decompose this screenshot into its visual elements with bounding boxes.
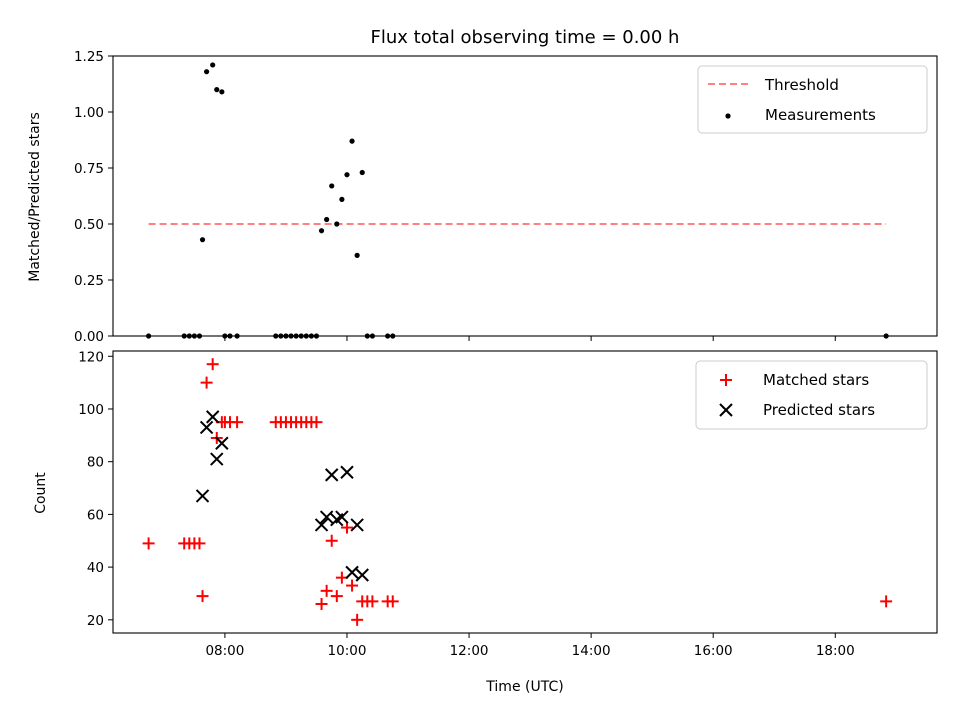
matched-stars-point <box>366 595 379 608</box>
predicted-stars-point <box>210 452 224 466</box>
measurement-point <box>339 196 345 202</box>
bottom-plot-area: 20 40 60 80 100 120 08:00 10:00 12:00 14:00 16:00 1… <box>78 349 893 659</box>
matched-stars-point <box>320 584 333 597</box>
x-axis-label: Time (UTC) <box>485 679 563 695</box>
measurement-point <box>199 237 206 243</box>
measurement-point <box>219 89 225 95</box>
top-y-axis-label: Matched/Predicted stars <box>27 112 43 282</box>
matched-stars-point <box>231 416 244 429</box>
predicted-stars-point <box>314 518 329 532</box>
predicted-stars-point <box>195 489 210 503</box>
top-y-tick-label: 0.75 <box>74 161 104 177</box>
predicted-stars-point <box>215 436 229 450</box>
predicted-stars-point <box>199 420 214 435</box>
top-y-tick-label: 0.00 <box>74 329 104 345</box>
predicted-stars-point <box>355 568 369 582</box>
top-y-tick-label: 1.00 <box>74 105 104 121</box>
bottom-y-tick-label: 40 <box>87 560 104 576</box>
measurement-point <box>344 172 350 178</box>
top-y-tick-label: 0.50 <box>74 217 104 233</box>
measurement-point <box>354 252 360 258</box>
predicted-stars-point <box>340 465 354 479</box>
bottom-y-tick-label: 100 <box>78 402 104 418</box>
bottom-x-tick-label: 08:00 <box>205 643 244 659</box>
measurement-point <box>349 138 355 144</box>
top-y-tick-label: 0.25 <box>74 273 104 289</box>
matched-legend-marker <box>720 374 732 386</box>
threshold-legend-label: Threshold <box>764 76 839 94</box>
matched-stars-point <box>310 416 323 429</box>
matched-stars-point <box>351 613 364 626</box>
top-y-tick-label: 1.25 <box>74 49 104 65</box>
matched-stars-point <box>196 590 209 603</box>
predicted-stars-point <box>319 510 334 524</box>
bottom-y-tick-label: 20 <box>87 613 104 629</box>
measurement-point <box>324 216 330 223</box>
matched-stars-point <box>315 598 328 611</box>
bottom-x-tick-label: 12:00 <box>450 643 489 659</box>
measurement-point <box>359 169 365 176</box>
measurement-point <box>318 228 325 234</box>
measurements-legend-marker <box>725 113 731 119</box>
bottom-x-tick-label: 14:00 <box>572 643 611 659</box>
top-legend-box <box>697 65 928 134</box>
bottom-panel: Count Time (UTC) 20 40 60 80 100 120 08:00 10:0… <box>33 349 938 695</box>
bottom-axes-frame <box>112 350 938 634</box>
bottom-legend-box <box>695 360 928 430</box>
matched-stars-point <box>880 595 893 608</box>
predicted-stars-point <box>345 565 359 580</box>
measurement-point <box>214 87 220 93</box>
matched-stars-point <box>346 579 359 592</box>
bottom-legend: Matched stars Predicted stars <box>695 360 928 430</box>
matched-stars-point <box>206 358 219 371</box>
matched-stars-point <box>340 521 353 534</box>
top-panel: Flux total observing time = 0.00 h Match… <box>27 27 938 345</box>
bottom-y-tick-label: 60 <box>87 507 104 523</box>
top-legend: Threshold Measurements <box>697 65 928 134</box>
measurement-point <box>203 69 210 75</box>
predicted-stars-point <box>350 518 364 532</box>
predicted-stars-point <box>335 510 349 524</box>
measurements-legend-label: Measurements <box>765 106 876 124</box>
matched-stars-point <box>386 595 399 608</box>
chart-title: Flux total observing time = 0.00 h <box>371 27 680 48</box>
predicted-legend-label: Predicted stars <box>763 401 875 419</box>
matched-stars-point <box>200 376 213 389</box>
bottom-y-tick-label: 120 <box>78 349 104 365</box>
measurement-point <box>329 183 335 189</box>
predicted-legend-marker <box>719 403 733 417</box>
predicted-stars-point <box>325 468 339 482</box>
matched-legend-label: Matched stars <box>763 371 869 389</box>
matched-stars-point <box>325 534 338 547</box>
matched-stars-point <box>330 590 343 603</box>
measurement-point <box>334 221 340 227</box>
bottom-x-tick-label: 18:00 <box>816 643 855 659</box>
bottom-x-tick-label: 10:00 <box>328 643 367 659</box>
bottom-x-tick-label: 16:00 <box>694 643 733 659</box>
predicted-stars-point <box>205 410 220 424</box>
bottom-y-axis-label: Count <box>33 472 49 514</box>
bottom-y-tick-label: 80 <box>87 455 104 471</box>
measurement-point <box>210 62 216 68</box>
matched-stars-point <box>142 537 155 550</box>
matched-stars-point <box>193 537 206 550</box>
top-axes-frame <box>112 55 938 337</box>
